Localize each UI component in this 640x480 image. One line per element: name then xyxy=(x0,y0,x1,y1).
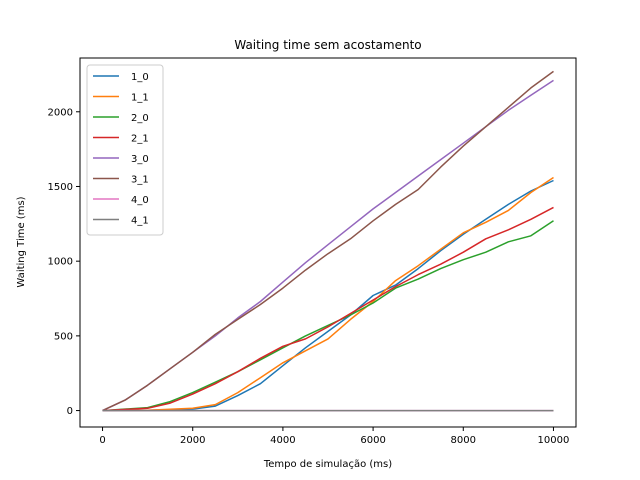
y-tick-label: 2000 xyxy=(48,107,73,118)
chart-title: Waiting time sem acostamento xyxy=(234,38,421,52)
legend-label-2-1: 2_1 xyxy=(131,134,149,145)
y-tick-label: 1000 xyxy=(48,257,73,268)
x-tick-label: 10000 xyxy=(538,435,570,446)
series-line-2-0 xyxy=(102,220,554,412)
x-tick-label: 8000 xyxy=(451,435,476,446)
legend-label-1-0: 1_0 xyxy=(131,72,149,83)
series-line-3-1 xyxy=(102,70,554,412)
x-tick-label: 2000 xyxy=(180,435,205,446)
x-tick-label: 6000 xyxy=(360,435,385,446)
series-line-3-0 xyxy=(102,79,554,412)
y-tick-label: 500 xyxy=(54,331,73,342)
series-line-1-1 xyxy=(102,176,554,412)
legend: 1_0 1_1 2_0 2_1 3_0 3_1 4_0 4_1 xyxy=(86,64,164,236)
x-axis-label: Tempo de simulação (ms) xyxy=(263,459,392,470)
series-line-2-1 xyxy=(102,206,554,412)
plot-frame xyxy=(79,57,577,428)
legend-label-1-1: 1_1 xyxy=(131,93,149,104)
x-axis-ticks: 0 2000 4000 6000 8000 10000 xyxy=(99,427,569,446)
legend-label-2-0: 2_0 xyxy=(131,113,149,124)
legend-label-4-1: 4_1 xyxy=(131,216,149,227)
y-axis-label: Waiting Time (ms) xyxy=(16,196,27,287)
y-tick-label: 1500 xyxy=(48,182,73,193)
y-tick-label: 0 xyxy=(67,406,73,417)
plot-lines xyxy=(102,70,554,412)
y-axis-ticks: 0 500 1000 1500 2000 xyxy=(48,107,80,417)
series-line-1-0 xyxy=(102,179,554,412)
legend-box xyxy=(86,64,164,236)
legend-label-3-1: 3_1 xyxy=(131,175,149,186)
x-tick-label: 0 xyxy=(99,435,105,446)
legend-label-3-0: 3_0 xyxy=(131,154,149,165)
x-tick-label: 4000 xyxy=(270,435,295,446)
legend-label-4-0: 4_0 xyxy=(131,195,149,206)
